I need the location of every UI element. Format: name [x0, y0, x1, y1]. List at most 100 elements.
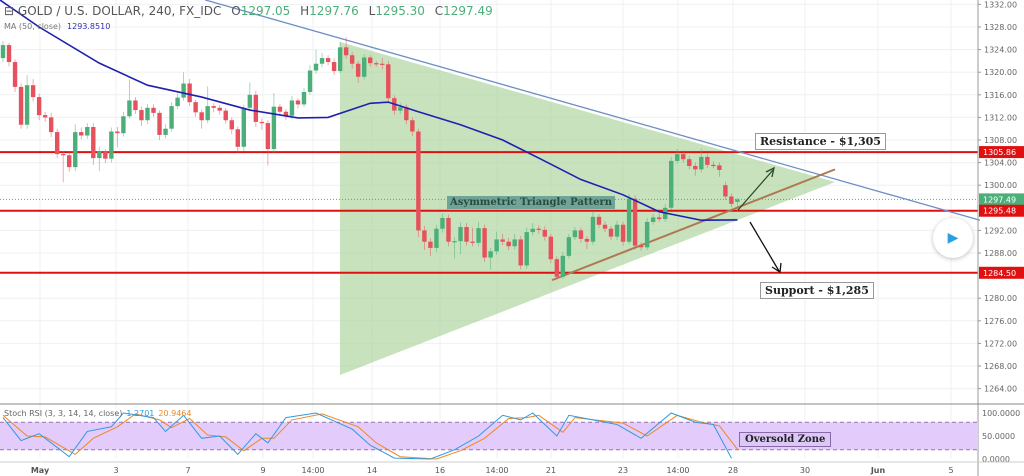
candle-body: [151, 107, 156, 113]
candle: [24, 75, 30, 129]
candle-body: [560, 255, 566, 277]
low-value: 1295.30: [375, 4, 425, 18]
price-tick-label: 1332.00: [984, 0, 1017, 9]
candle: [247, 82, 253, 112]
candle: [560, 251, 566, 279]
open-value: 1297.05: [240, 4, 291, 18]
candle: [584, 236, 590, 250]
candle-body: [705, 156, 710, 165]
candle-body: [199, 112, 204, 121]
candle-body: [464, 227, 469, 242]
candle-body: [380, 63, 385, 65]
candle-body: [355, 63, 361, 77]
arrow-up-head: [765, 166, 775, 178]
candle-body: [48, 117, 54, 133]
candle-body: [536, 228, 541, 230]
candle-body: [343, 47, 349, 56]
candle: [524, 227, 529, 269]
candle: [422, 225, 427, 251]
candle: [36, 93, 42, 121]
candle-body: [416, 131, 421, 231]
candle-body: [18, 86, 24, 125]
candle: [711, 161, 716, 169]
candle: [554, 256, 560, 280]
time-tick-label: 23: [618, 466, 628, 475]
candle: [193, 99, 198, 117]
candle-body: [121, 116, 126, 134]
price-tick-label: 1288.00: [984, 249, 1017, 258]
candle: [283, 108, 289, 121]
price-tick-label: 1316.00: [984, 91, 1017, 100]
candle-body: [482, 228, 487, 258]
candle-body: [325, 58, 331, 63]
candle-body: [163, 128, 168, 135]
candle-body: [30, 85, 36, 98]
candle: [632, 195, 638, 250]
time-tick-label: 9: [260, 466, 265, 475]
time-tick-label: 7: [185, 466, 190, 475]
candle: [301, 88, 307, 108]
candle-body: [470, 241, 475, 243]
symbol-legend: ⊟ GOLD / U.S. DOLLAR, 240, FX_IDC O1297.…: [4, 4, 493, 18]
candle-body: [518, 239, 523, 266]
stoch-d-line: [2, 413, 738, 460]
candle-body: [0, 45, 6, 59]
price-badge: [979, 204, 1024, 217]
candle: [235, 126, 240, 153]
candle-body: [145, 107, 150, 121]
candle-body: [644, 221, 650, 248]
ascending-trendline: [551, 168, 836, 282]
candle-body: [494, 239, 499, 252]
candle-body: [265, 123, 271, 150]
candle-body: [602, 224, 608, 229]
price-badge: [979, 193, 1024, 206]
candle-body: [638, 245, 644, 248]
candle: [271, 93, 277, 154]
candle: [644, 217, 650, 251]
price-badge-label: 1305.86: [983, 148, 1016, 157]
ma-value: 1293.8510: [67, 22, 111, 31]
price-tick-label: 1264.00: [984, 385, 1017, 394]
candle: [355, 60, 361, 83]
price-tick-label: 1304.00: [984, 159, 1017, 168]
candle-body: [693, 165, 698, 170]
candle: [67, 151, 72, 172]
candle-body: [530, 228, 535, 233]
candle-body: [542, 229, 547, 237]
play-icon[interactable]: ▶: [933, 218, 973, 258]
candle-body: [259, 121, 265, 124]
candle-body: [675, 154, 680, 161]
candle: [205, 86, 210, 124]
candle: [572, 227, 578, 241]
candle-body: [235, 129, 240, 147]
candle: [217, 104, 222, 115]
candle: [199, 109, 204, 129]
candle-body: [115, 131, 120, 134]
candle-body: [205, 106, 210, 121]
candle: [139, 106, 144, 126]
time-tick-label: 3: [113, 466, 118, 475]
time-tick-label: 28: [728, 466, 738, 475]
candle: [169, 102, 174, 132]
candle-body: [127, 100, 132, 117]
ma-50-line: [0, 0, 738, 222]
candle: [307, 65, 313, 95]
close-label: C: [434, 4, 444, 18]
candle: [97, 146, 102, 172]
candle-body: [54, 132, 60, 155]
low-label: L: [368, 4, 376, 18]
candle: [470, 227, 475, 247]
candle: [133, 97, 138, 115]
candle-body: [458, 227, 463, 242]
time-tick-label: Jun: [870, 466, 886, 475]
candle-body: [319, 58, 325, 64]
candle: [518, 236, 523, 270]
price-tick-label: 1300.00: [984, 181, 1017, 190]
candle: [121, 111, 126, 137]
collapse-icon[interactable]: ⊟: [4, 4, 15, 18]
candle: [416, 128, 421, 238]
candle-body: [181, 83, 186, 98]
candle-body: [434, 228, 439, 248]
candle-body: [157, 112, 162, 135]
